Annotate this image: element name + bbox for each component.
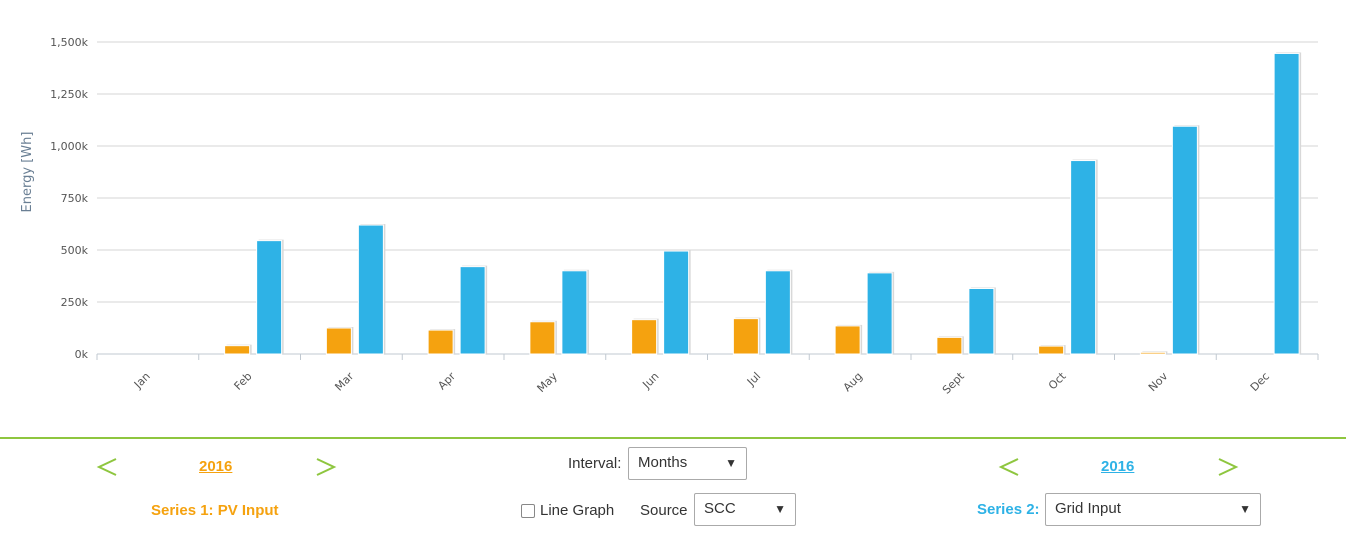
- y-axis-ticks: 0k 250k 500k 750k 1,000k 1,250k 1,500k: [50, 36, 88, 361]
- x-tick-label: May: [535, 369, 561, 395]
- x-tick-label: Jun: [640, 370, 662, 392]
- interval-label: Interval:: [568, 455, 622, 472]
- x-tick-label: Apr: [435, 369, 458, 392]
- x-axis-ticks: Jan Feb Mar Apr May Jun Jul Aug Sept Oct Nov Dec: [96, 354, 1319, 397]
- bar-pv-input-sept[interactable]: [936, 336, 963, 355]
- x-tick-label: Nov: [1146, 369, 1171, 394]
- y-axis-label: Energy [Wh]: [20, 132, 35, 213]
- series1-year-link[interactable]: 2016: [199, 458, 233, 475]
- bar-grid-input-sept[interactable]: [968, 287, 995, 355]
- chevron-down-icon: ▼: [1239, 502, 1251, 516]
- x-tick-label: Mar: [332, 369, 356, 393]
- series2-label: Series 2:: [977, 501, 1040, 518]
- chart-gridlines: [97, 41, 1318, 355]
- line-graph-checkbox[interactable]: [521, 504, 535, 518]
- x-tick-label: Sept: [940, 369, 967, 396]
- series1-next-year-arrow-icon[interactable]: [315, 456, 337, 478]
- series1-label: Series 1: PV Input: [151, 502, 279, 519]
- bar-grid-input-mar[interactable]: [357, 224, 384, 355]
- y-tick-label: 1,250k: [50, 88, 88, 101]
- interval-select-value: Months: [638, 454, 688, 471]
- bar-pv-input-aug[interactable]: [834, 325, 861, 355]
- source-select[interactable]: SCC ▼: [694, 493, 796, 526]
- series2-select[interactable]: Grid Input ▼: [1045, 493, 1261, 526]
- y-tick-label: 0k: [75, 348, 89, 361]
- series2-select-value: Grid Input: [1055, 500, 1121, 517]
- bar-pv-input-oct[interactable]: [1038, 345, 1065, 355]
- series2-year-link[interactable]: 2016: [1101, 458, 1135, 475]
- bar-grid-input-oct[interactable]: [1070, 160, 1097, 355]
- x-tick-label: Oct: [1046, 369, 1069, 392]
- line-graph-label[interactable]: Line Graph: [540, 502, 615, 519]
- energy-bar-chart: 0k 250k 500k 750k 1,000k 1,250k 1,500k Jan Feb M…: [20, 36, 1319, 397]
- source-label: Source: [640, 502, 688, 519]
- series2-prev-year-arrow-icon[interactable]: [998, 456, 1020, 478]
- x-tick-label: Jul: [744, 370, 763, 389]
- bar-pv-input-feb[interactable]: [224, 345, 251, 355]
- bar-pv-input-nov[interactable]: [1139, 351, 1166, 355]
- series2-next-year-arrow-icon[interactable]: [1217, 456, 1239, 478]
- bar-grid-input-apr[interactable]: [459, 266, 486, 355]
- bar-grid-input-nov[interactable]: [1171, 125, 1198, 355]
- y-tick-label: 1,000k: [50, 140, 88, 153]
- bar-grid-input-jul[interactable]: [764, 270, 791, 355]
- bar-pv-input-jul[interactable]: [732, 318, 759, 355]
- x-tick-label: Jan: [131, 370, 153, 392]
- x-tick-label: Aug: [841, 370, 865, 394]
- divider-line: [0, 437, 1346, 439]
- bar-pv-input-jun[interactable]: [631, 319, 658, 355]
- y-tick-label: 750k: [61, 192, 89, 205]
- y-tick-label: 250k: [61, 296, 89, 309]
- x-tick-label: Feb: [232, 370, 255, 393]
- bar-pv-input-apr[interactable]: [427, 329, 454, 355]
- bar-grid-input-may[interactable]: [561, 270, 588, 355]
- source-select-value: SCC: [704, 500, 736, 517]
- x-tick-label: Dec: [1248, 370, 1272, 394]
- interval-select[interactable]: Months ▼: [628, 447, 747, 480]
- y-tick-label: 1,500k: [50, 36, 88, 49]
- bar-pv-input-mar[interactable]: [325, 327, 352, 355]
- bar-grid-input-feb[interactable]: [256, 240, 283, 355]
- chevron-down-icon: ▼: [774, 502, 786, 516]
- chevron-down-icon: ▼: [725, 456, 737, 470]
- bar-grid-input-aug[interactable]: [866, 272, 893, 355]
- series1-prev-year-arrow-icon[interactable]: [96, 456, 118, 478]
- bar-pv-input-may[interactable]: [529, 321, 556, 355]
- bar-grid-input-dec[interactable]: [1273, 52, 1300, 355]
- bar-grid-input-jun[interactable]: [663, 250, 690, 355]
- chart-bars: [224, 52, 1302, 355]
- y-tick-label: 500k: [61, 244, 89, 257]
